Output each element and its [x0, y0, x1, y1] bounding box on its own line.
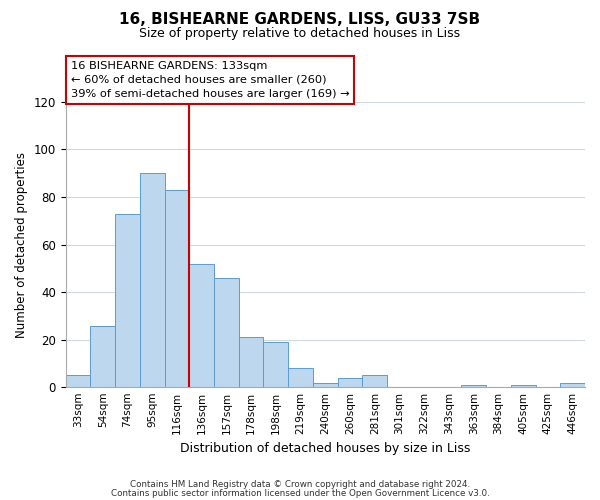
Text: 16, BISHEARNE GARDENS, LISS, GU33 7SB: 16, BISHEARNE GARDENS, LISS, GU33 7SB	[119, 12, 481, 28]
X-axis label: Distribution of detached houses by size in Liss: Distribution of detached houses by size …	[180, 442, 470, 455]
Text: Contains public sector information licensed under the Open Government Licence v3: Contains public sector information licen…	[110, 488, 490, 498]
Bar	[115, 214, 140, 388]
Bar	[164, 190, 190, 388]
Bar	[511, 385, 536, 388]
Bar	[461, 385, 486, 388]
Bar	[65, 376, 91, 388]
Bar	[560, 382, 585, 388]
Bar	[91, 326, 115, 388]
Bar	[140, 173, 164, 388]
Text: Contains HM Land Registry data © Crown copyright and database right 2024.: Contains HM Land Registry data © Crown c…	[130, 480, 470, 489]
Y-axis label: Number of detached properties: Number of detached properties	[15, 152, 28, 338]
Bar	[214, 278, 239, 388]
Bar	[313, 382, 338, 388]
Bar	[288, 368, 313, 388]
Text: Size of property relative to detached houses in Liss: Size of property relative to detached ho…	[139, 28, 461, 40]
Text: 16 BISHEARNE GARDENS: 133sqm
← 60% of detached houses are smaller (260)
39% of s: 16 BISHEARNE GARDENS: 133sqm ← 60% of de…	[71, 61, 349, 99]
Bar	[338, 378, 362, 388]
Bar	[239, 338, 263, 388]
Bar	[190, 264, 214, 388]
Bar	[263, 342, 288, 388]
Bar	[362, 376, 387, 388]
